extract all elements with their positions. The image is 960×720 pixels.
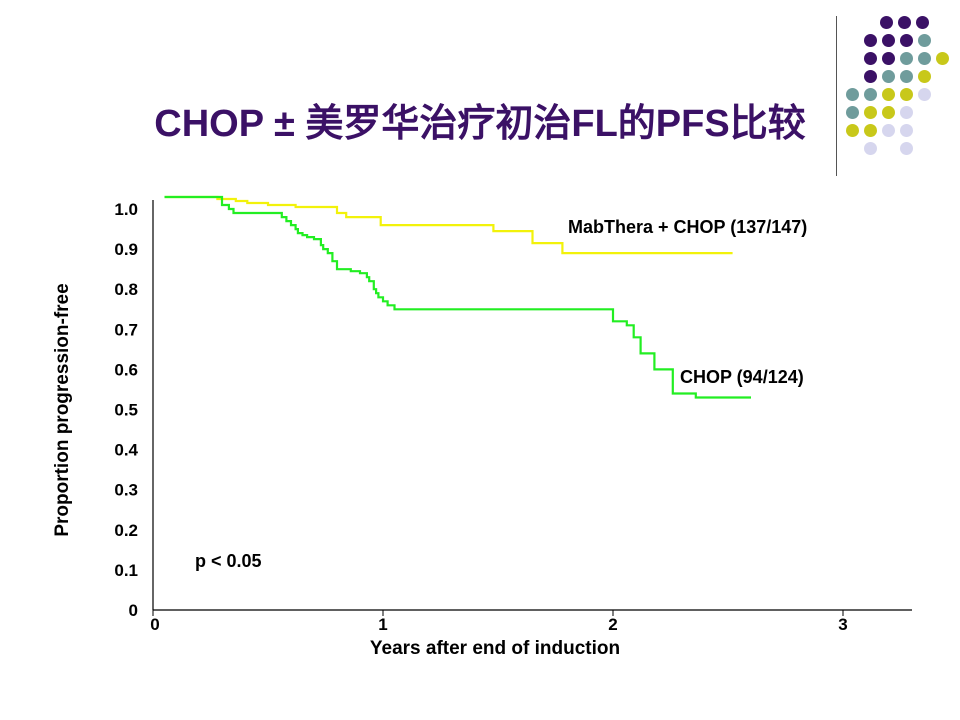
p-value-annotation: p < 0.05 [195, 551, 262, 571]
decorative-dot [864, 70, 877, 83]
decorative-dot [900, 52, 913, 65]
slide-title: CHOP ± 美罗华治疗初治FL的PFS比较 [154, 103, 806, 145]
decorative-dot [900, 106, 913, 119]
decorative-dot [882, 124, 895, 137]
decorative-dot [900, 70, 913, 83]
chart-axes [152, 200, 912, 611]
y-tick-label: 0.2 [114, 521, 138, 540]
decorative-dot [918, 52, 931, 65]
chart-ticks: 0 1 2 3 0 0.1 0.2 0.3 0.4 0.5 0.6 0.7 0.8 0.9 1.0 [114, 200, 847, 634]
decorative-dot [864, 52, 877, 65]
decorative-dot [846, 88, 859, 101]
decorative-dot [880, 16, 893, 29]
decorative-dot [900, 142, 913, 155]
decorative-dot [864, 106, 877, 119]
y-tick-label: 1.0 [114, 200, 138, 219]
x-tick-label: 1 [378, 615, 387, 634]
y-tick-label: 0.3 [114, 481, 138, 500]
decorative-dot [900, 124, 913, 137]
series-label-chop: CHOP (94/124) [680, 367, 804, 387]
series-line-chop [164, 195, 751, 399]
decorative-dot [900, 34, 913, 47]
decorative-dot [882, 52, 895, 65]
decorative-dot [918, 88, 931, 101]
y-tick-label: 0.7 [114, 320, 138, 339]
decorative-dot [898, 16, 911, 29]
y-tick-label: 0 [129, 601, 138, 620]
series-label-mabthera-chop: MabThera + CHOP (137/147) [568, 217, 807, 237]
decorative-dot [918, 70, 931, 83]
decorative-dot [882, 88, 895, 101]
decorative-dot [846, 106, 859, 119]
decorative-dot [882, 34, 895, 47]
decorative-dot [864, 88, 877, 101]
y-tick-label: 0.1 [114, 561, 138, 580]
y-tick-label: 0.6 [114, 360, 138, 379]
decorative-dot [864, 34, 877, 47]
x-tick-label: 2 [608, 615, 617, 634]
y-axis-label: Proportion progression-free [52, 283, 73, 536]
series-line-mabthera-chop [164, 195, 733, 255]
y-tick-label: 0.9 [114, 240, 138, 259]
decorative-vertical-line [836, 16, 837, 176]
y-tick-label: 0.5 [114, 401, 138, 420]
decorative-dot [846, 124, 859, 137]
y-tick-label: 0.4 [114, 441, 138, 460]
decorative-dot [882, 106, 895, 119]
decorative-dot [918, 34, 931, 47]
decorative-dot [900, 88, 913, 101]
x-axis-label: Years after end of induction [370, 638, 620, 659]
decorative-dot [864, 142, 877, 155]
decorative-dot [864, 124, 877, 137]
decorative-dot [882, 70, 895, 83]
chart-curves [164, 195, 751, 399]
x-tick-label: 3 [838, 615, 847, 634]
decorative-dot [916, 16, 929, 29]
decorative-dot [936, 52, 949, 65]
y-tick-label: 0.8 [114, 280, 138, 299]
x-tick-label: 0 [150, 615, 159, 634]
